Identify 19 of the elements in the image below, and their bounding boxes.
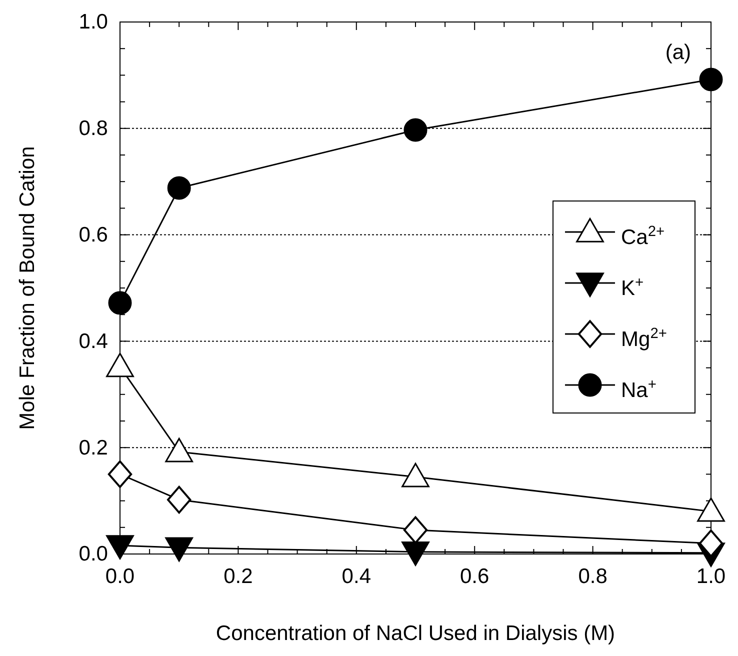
- x-tick-label: 1.0: [696, 564, 726, 588]
- x-tick-label: 0.8: [578, 564, 608, 588]
- y-tick-label: 0.0: [78, 542, 108, 566]
- legend-label: Ca$^{2+}$: [621, 224, 665, 249]
- x-tick-label: 0.0: [105, 564, 135, 588]
- y-axis-title: Mole Fraction of Bound Cation: [16, 146, 39, 430]
- y-tick-label: 0.4: [78, 330, 108, 353]
- y-tick-label: 0.2: [78, 436, 108, 460]
- legend-label: Mg$^{2+}$: [621, 326, 667, 351]
- y-tick-label: 1.0: [78, 10, 108, 34]
- x-tick-label: 0.2: [224, 564, 253, 588]
- x-axis-title: Concentration of NaCl Used in Dialysis (M): [216, 622, 616, 645]
- legend-label: K$^{+}$: [621, 275, 644, 300]
- legend-label: Na$^{+}$: [621, 377, 656, 402]
- y-tick-label: 0.6: [78, 224, 108, 247]
- annotation: (a): [665, 41, 691, 64]
- y-tick-label: 0.8: [78, 117, 108, 140]
- x-tick-label: 0.4: [342, 564, 372, 588]
- x-tick-label: 0.6: [460, 564, 490, 588]
